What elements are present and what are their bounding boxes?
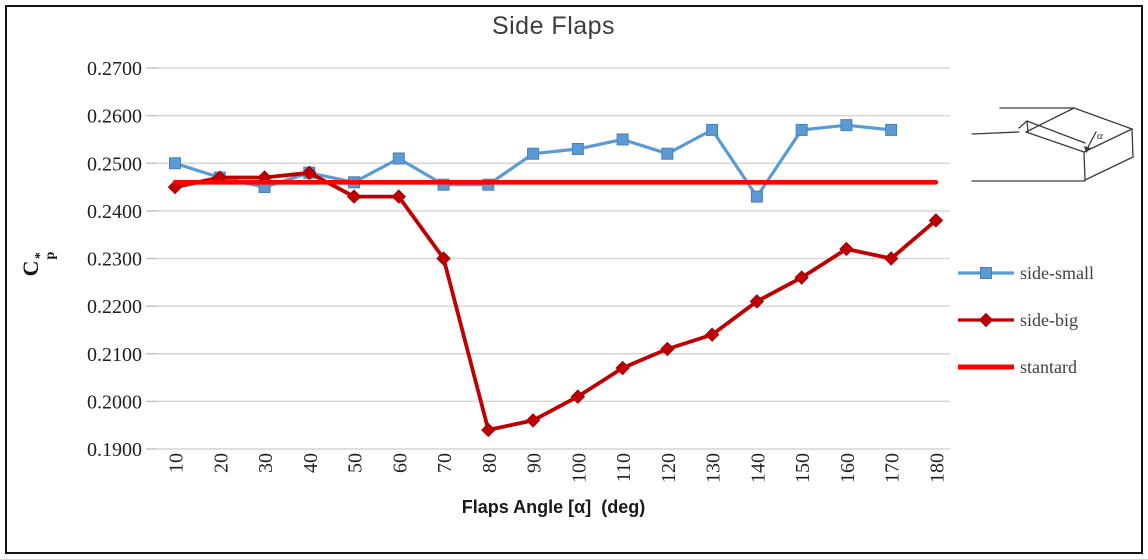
- x-tick-label: 80: [479, 453, 501, 473]
- data-point-marker: [302, 165, 317, 180]
- data-point-marker: [615, 360, 630, 376]
- y-tick-label: 0.2500: [87, 153, 142, 175]
- x-tick-label: 120: [658, 453, 680, 483]
- y-tick-label: 0.2300: [87, 249, 142, 271]
- x-tick-label: 180: [926, 453, 948, 483]
- diagram-flap-edge: [1026, 120, 1086, 144]
- diagram-side-face: [1083, 128, 1134, 181]
- y-tick-label: 0.2100: [87, 344, 142, 366]
- legend-label-side-big: side-big: [1020, 309, 1078, 330]
- legend-swatch-stantard: [958, 364, 1014, 370]
- x-tick-label: 130: [703, 453, 725, 483]
- x-tick-label: 40: [300, 453, 322, 473]
- y-tick-label: 0.1900: [87, 439, 142, 461]
- data-point-marker: [978, 312, 994, 328]
- x-tick-label: 10: [166, 453, 188, 473]
- y-axis-title: C * p: [16, 204, 58, 324]
- data-point-marker: [750, 190, 763, 203]
- x-tick-label: 60: [389, 453, 411, 473]
- x-tick-label: 160: [837, 453, 859, 483]
- y-axis-title-base: C: [18, 260, 43, 277]
- data-point-marker: [391, 189, 407, 204]
- diagram-arrowhead: [1084, 146, 1091, 153]
- legend-item-stantard: stantard: [958, 356, 1144, 378]
- x-tick-label: 110: [613, 453, 635, 482]
- diagram-flap-tab: [1018, 120, 1029, 133]
- x-tick-label: 30: [255, 453, 277, 473]
- data-point-marker: [661, 147, 674, 160]
- data-point-marker: [980, 267, 992, 279]
- legend-item-side-small: side-small: [958, 262, 1144, 284]
- series-line-side-small: [173, 123, 893, 199]
- y-tick-label: 0.2200: [87, 296, 142, 318]
- legend: side-small side-big stantard: [958, 262, 1144, 378]
- x-axis-title: Flaps Angle [α] (deg): [461, 497, 646, 517]
- x-tick-label: 20: [210, 453, 232, 473]
- y-tick-label: 0.2600: [87, 106, 142, 128]
- flap-angle-diagram: α: [971, 107, 1134, 182]
- data-point-marker: [392, 152, 405, 165]
- y-tick-label: 0.2000: [87, 391, 142, 413]
- series-line-side-big: [173, 170, 938, 432]
- data-point-marker: [346, 189, 362, 204]
- data-point-marker: [482, 178, 495, 191]
- series-side-small: [169, 119, 898, 203]
- series-side-big: [167, 165, 944, 438]
- data-point-marker: [704, 327, 720, 342]
- data-point-marker: [794, 270, 809, 285]
- y-tick-label: 0.2700: [87, 58, 142, 80]
- data-point-marker: [928, 213, 944, 228]
- data-point-marker: [571, 142, 584, 155]
- data-point-marker: [795, 123, 808, 136]
- legend-label-side-small: side-small: [1020, 262, 1094, 283]
- data-point-marker: [885, 123, 898, 136]
- data-point-marker: [527, 147, 540, 160]
- data-point-marker: [706, 123, 719, 136]
- data-point-marker: [840, 119, 853, 132]
- legend-swatch-side-small: [958, 267, 1014, 279]
- data-point-marker: [570, 389, 586, 404]
- data-point-marker: [839, 241, 854, 257]
- diagram-angle-arrow: [1086, 131, 1097, 150]
- data-point-marker: [883, 251, 899, 266]
- x-tick-label: 140: [747, 453, 769, 483]
- data-point-marker: [749, 294, 765, 309]
- data-point-marker: [437, 178, 450, 191]
- data-point-marker: [660, 341, 675, 357]
- legend-swatch-side-big: [958, 312, 1014, 328]
- data-point-marker: [616, 133, 629, 146]
- y-axis-title-stack: * p: [33, 251, 58, 260]
- y-axis-title-sub: p: [43, 251, 58, 260]
- chart-title: Side Flaps: [491, 12, 616, 40]
- x-tick-label: 90: [524, 453, 546, 473]
- data-point-marker: [481, 422, 496, 438]
- x-tick-label: 150: [792, 453, 814, 483]
- x-tick-label: 100: [568, 453, 590, 483]
- diagram-body-line-mid: [971, 131, 1020, 135]
- x-tick-label: 70: [434, 453, 456, 473]
- x-tick-label: 170: [882, 453, 904, 483]
- diagram-top-face: [1025, 107, 1133, 153]
- data-point-marker: [169, 157, 181, 170]
- data-point-marker: [525, 413, 541, 428]
- y-tick-label: 0.2400: [87, 201, 142, 223]
- x-tick-label: 50: [345, 453, 367, 473]
- legend-label-stantard: stantard: [1020, 356, 1077, 377]
- diagram-angle-label: α: [1097, 130, 1103, 142]
- legend-item-side-big: side-big: [958, 309, 1144, 331]
- data-point-marker: [436, 251, 451, 266]
